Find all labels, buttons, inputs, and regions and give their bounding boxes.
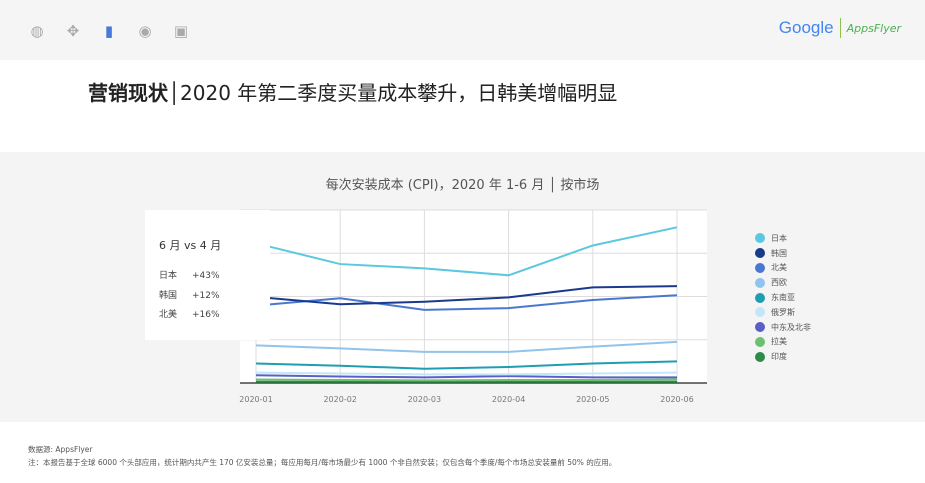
x-tick-label: 2020-02: [323, 395, 356, 404]
legend-item: 东南亚: [755, 290, 811, 305]
legend-swatch: [755, 262, 765, 273]
legend-label: 东南亚: [771, 293, 795, 303]
legend-swatch: [755, 322, 765, 333]
series-line: [255, 340, 678, 353]
legend-item: 俄罗斯: [755, 305, 811, 320]
series-line: [255, 285, 678, 306]
page-title: 营销现状│2020 年第二季度买量成本攀升，日韩美增幅明显: [88, 81, 618, 105]
top-bar: ◍ ✥ ▮ ◉ ▣ Google AppsFlyer: [0, 0, 925, 60]
legend-label: 俄罗斯: [771, 307, 795, 317]
legend-swatch: [755, 336, 765, 347]
legend-swatch: [755, 233, 765, 244]
legend-swatch: [755, 351, 765, 362]
x-tick-label: 2020-01: [239, 395, 272, 404]
clipboard-icon[interactable]: ▣: [173, 22, 189, 40]
x-tick-label: 2020-06: [660, 395, 693, 404]
legend-item: 拉美: [755, 335, 811, 350]
legend-label: 北美: [771, 263, 787, 273]
legend-item: 印度: [755, 349, 811, 364]
summary-row: 北美 +16%: [159, 310, 220, 320]
legend-swatch: [755, 277, 765, 288]
legend-swatch: [755, 292, 765, 303]
logo: Google AppsFlyer: [779, 18, 901, 38]
series-line: [255, 294, 678, 311]
series-line: [255, 378, 678, 382]
legend-item: 韩国: [755, 246, 811, 261]
legend-label: 印度: [771, 352, 787, 362]
series-line: [255, 226, 678, 277]
legend: 日本韩国北美西欧东南亚俄罗斯中东及北非拉美印度: [755, 231, 811, 364]
legend-label: 西欧: [771, 278, 787, 288]
note-text: 注：本报告基于全球 6000 个头部应用，统计期内共产生 170 亿安装总量；每…: [28, 458, 617, 467]
network-icon[interactable]: ✥: [66, 22, 80, 40]
legend-swatch: [755, 307, 765, 318]
appsflyer-logo: AppsFlyer: [846, 21, 901, 35]
summary-heading: 6 月 vs 4 月: [159, 239, 222, 252]
summary-box: 6 月 vs 4 月 日本 +43% 韩国 +12% 北美 +16%: [145, 210, 270, 340]
chart-icon[interactable]: ▮: [104, 22, 114, 40]
legend-item: 中东及北非: [755, 320, 811, 335]
source-text: 数据源: AppsFlyer: [28, 445, 93, 454]
series-line: [255, 374, 677, 379]
x-tick-label: 2020-05: [576, 395, 609, 404]
chart-title: 每次安装成本 (CPI)，2020 年 1-6 月 │ 按市场: [325, 178, 600, 193]
summary-row: 日本 +43%: [159, 271, 220, 281]
legend-label: 日本: [771, 233, 787, 243]
google-logo: Google: [778, 18, 834, 37]
globe-icon[interactable]: ◍: [30, 22, 44, 40]
x-tick-label: 2020-04: [492, 395, 525, 404]
legend-item: 北美: [755, 261, 811, 276]
legend-item: 日本: [755, 231, 811, 246]
x-tick-label: 2020-03: [408, 395, 441, 404]
compass-icon[interactable]: ◉: [138, 22, 152, 40]
legend-label: 韩国: [771, 248, 787, 258]
legend-swatch: [755, 248, 765, 259]
series-line: [255, 360, 678, 370]
series-line: [255, 371, 678, 376]
legend-label: 拉美: [771, 337, 787, 347]
legend-label: 中东及北非: [771, 322, 811, 332]
summary-row: 韩国 +12%: [159, 291, 220, 301]
legend-item: 西欧: [755, 275, 811, 290]
